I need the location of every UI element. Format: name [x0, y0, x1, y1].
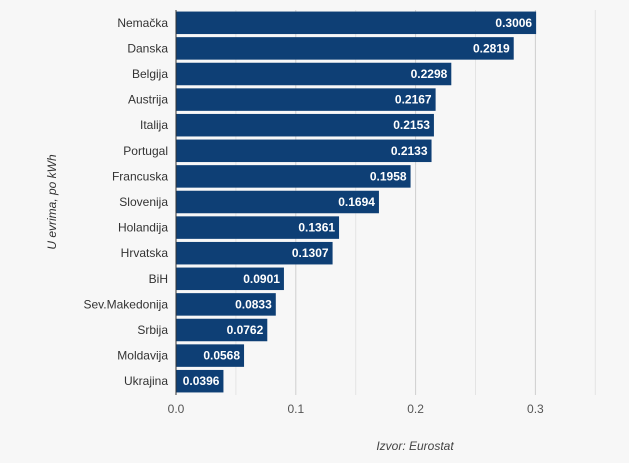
- category-label: BiH: [149, 272, 168, 286]
- bar: [176, 113, 434, 137]
- source-note: Izvor: Eurostat: [376, 439, 454, 453]
- bar-value-label: 0.1694: [338, 195, 375, 209]
- y-axis-label: U evrima, po kWh: [45, 154, 59, 250]
- bar-value-label: 0.2819: [473, 41, 510, 55]
- bar: [176, 267, 284, 291]
- bar: [176, 369, 224, 393]
- bar-value-label: 0.2153: [393, 118, 430, 132]
- bar-value-label: 0.1361: [298, 221, 335, 235]
- bars: 0.3006 Nemačka 0.2819 Danska 0.2298 Belgija 0.…: [84, 11, 537, 393]
- bar: [176, 241, 333, 265]
- bar-value-label: 0.2298: [411, 67, 448, 81]
- bar-value-label: 0.2133: [391, 144, 428, 158]
- bar: [176, 216, 340, 239]
- bar: [176, 88, 436, 111]
- category-label: Austrija: [128, 93, 168, 107]
- bar-value-label: 0.1307: [292, 246, 329, 260]
- x-tick-labels: 0.0 0.1 0.2 0.3: [168, 402, 544, 416]
- x-tick-label: 0.2: [407, 402, 424, 416]
- bar-value-label: 0.0396: [183, 374, 220, 388]
- category-label: Italija: [140, 118, 168, 132]
- category-label: Francuska: [112, 169, 168, 183]
- bar-value-label: 0.2167: [395, 93, 432, 107]
- category-label: Nemačka: [117, 16, 168, 30]
- bar: [176, 293, 276, 316]
- bar-value-label: 0.0901: [243, 272, 280, 286]
- x-tick-label: 0.1: [287, 402, 304, 416]
- category-label: Slovenija: [119, 195, 168, 209]
- category-label: Hrvatska: [121, 246, 169, 260]
- category-label: Danska: [127, 41, 168, 55]
- category-label: Belgija: [132, 67, 168, 81]
- bar: [176, 37, 514, 60]
- bar: [176, 318, 268, 342]
- bar: [176, 344, 245, 367]
- bar-value-label: 0.0833: [235, 297, 272, 311]
- bar: [176, 11, 537, 35]
- bar: [176, 165, 411, 188]
- category-label: Holandija: [118, 221, 168, 235]
- bar: [176, 190, 379, 214]
- category-label: Srbija: [137, 323, 168, 337]
- x-tick-label: 0.3: [527, 402, 544, 416]
- category-label: Moldavija: [117, 349, 168, 363]
- bar-value-label: 0.3006: [495, 16, 532, 30]
- bar-value-label: 0.0568: [203, 349, 240, 363]
- bar-value-label: 0.1958: [370, 169, 407, 183]
- bar-value-label: 0.0762: [227, 323, 264, 337]
- bar: [176, 139, 432, 163]
- category-label: Portugal: [123, 144, 168, 158]
- bar: [176, 62, 452, 86]
- category-label: Ukrajina: [124, 374, 168, 388]
- category-label: Sev.Makedonija: [84, 297, 169, 311]
- x-tick-label: 0.0: [168, 402, 185, 416]
